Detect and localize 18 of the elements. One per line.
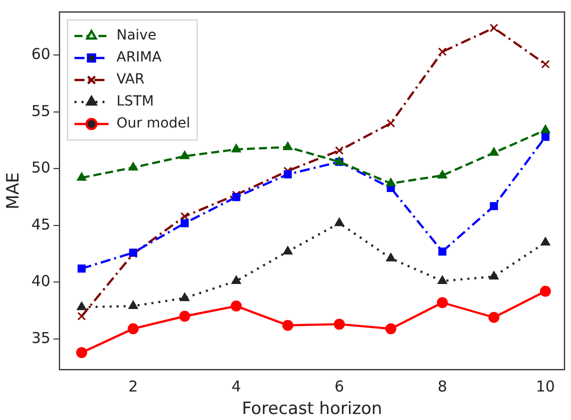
x-tick-label: 6 bbox=[334, 377, 344, 396]
y-tick-label: 40 bbox=[31, 272, 50, 290]
x-tick-label: 2 bbox=[128, 377, 138, 396]
legend-label: Our model bbox=[116, 116, 190, 132]
y-tick-label: 55 bbox=[31, 102, 50, 120]
y-tick-label: 60 bbox=[31, 45, 50, 64]
legend-label: ARIMA bbox=[116, 50, 162, 66]
x-tick-label: 8 bbox=[438, 377, 448, 396]
y-tick-label: 50 bbox=[31, 158, 50, 177]
legend-label: Naive bbox=[116, 28, 156, 44]
legend-label: VAR bbox=[116, 72, 145, 88]
legend-label: LSTM bbox=[116, 94, 154, 110]
y-tick-label: 35 bbox=[31, 328, 50, 347]
y-tick-label: 45 bbox=[31, 215, 50, 234]
x-axis-title: Forecast horizon bbox=[242, 399, 382, 420]
y-axis-title: MAE bbox=[4, 172, 24, 210]
x-tick-label: 10 bbox=[536, 377, 555, 396]
x-tick-label: 4 bbox=[231, 377, 242, 396]
